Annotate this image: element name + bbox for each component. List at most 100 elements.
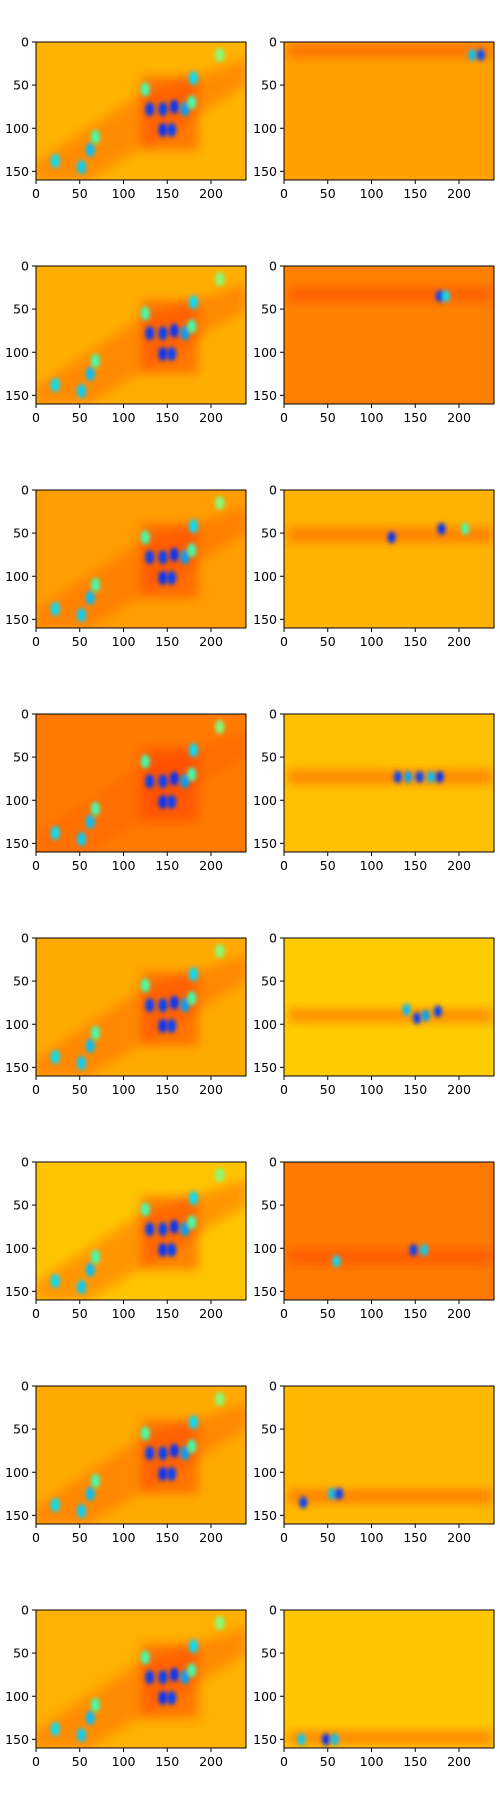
x-tick-label: 100 — [112, 1082, 136, 1097]
x-tick-label: 100 — [360, 410, 384, 425]
y-tick-label: 100 — [5, 1241, 29, 1256]
heatmap-hotspot — [50, 1050, 60, 1065]
x-tick-label: 100 — [360, 858, 384, 873]
x-tick-label: 150 — [403, 1082, 427, 1097]
x-tick-label: 200 — [199, 1530, 223, 1545]
heatmap-hotspot — [468, 48, 477, 61]
heatmap-hotspot — [413, 1012, 421, 1025]
y-tick-label: 100 — [253, 569, 277, 584]
x-tick-label: 200 — [199, 1754, 223, 1769]
x-tick-label: 100 — [360, 1530, 384, 1545]
panel-r6-c2: 0 50 100 150 200 0 50 100 150 — [253, 1155, 495, 1321]
heatmap-hotspot — [91, 1249, 100, 1264]
heatmap-hotspot — [330, 1733, 339, 1746]
x-tick-label: 50 — [72, 1530, 88, 1545]
y-tick-label: 50 — [261, 526, 277, 541]
heatmap-hotspot — [85, 142, 95, 157]
heatmap-hotspot — [189, 743, 198, 758]
heatmap-hotspot — [167, 1690, 177, 1705]
y-tick-label: 150 — [5, 836, 29, 851]
x-tick-label: 150 — [403, 1754, 427, 1769]
heatmap-hotspot — [215, 1391, 225, 1406]
x-tick-label: 100 — [360, 1306, 384, 1321]
heatmap-hotspot — [476, 48, 485, 61]
x-tick-label: 150 — [403, 634, 427, 649]
x-tick-label: 0 — [280, 634, 288, 649]
heatmap-hotspot — [158, 998, 168, 1013]
y-tick-label: 150 — [253, 1284, 277, 1299]
heatmap-hotspot — [189, 1191, 198, 1206]
heatmap-hotspot — [180, 1222, 190, 1237]
heatmap-hotspot — [91, 353, 100, 368]
axes-frame — [283, 1161, 495, 1301]
y-tick-label: 50 — [13, 526, 29, 541]
heatmap-hotspot — [215, 1615, 225, 1630]
heatmap-hotspot — [189, 1415, 198, 1430]
y-tick-label: 50 — [13, 1422, 29, 1437]
heatmap-hotspot — [335, 1487, 344, 1500]
x-tick-label: 150 — [155, 634, 179, 649]
heatmap-hotspot — [187, 319, 197, 334]
heatmap-hotspot — [434, 1005, 442, 1018]
heatmap-hotspot — [402, 1003, 411, 1016]
heatmap-hotspot — [77, 832, 86, 847]
heatmap-hotspot — [158, 1018, 168, 1033]
heatmap-hotspot — [187, 1215, 197, 1230]
heatmap-hotspot — [215, 943, 225, 958]
heatmap-hotspot — [85, 366, 95, 381]
x-tick-label: 100 — [360, 1754, 384, 1769]
heatmap-hotspot — [158, 346, 168, 361]
heatmap-hotspot — [145, 102, 155, 117]
heatmap-active-band — [288, 1730, 493, 1745]
heatmap-hotspot — [393, 770, 402, 783]
heatmap-hotspot — [140, 82, 150, 97]
heatmap-active-band — [288, 287, 493, 302]
heatmap-hotspot — [145, 1670, 155, 1685]
heatmap-hotspot — [140, 530, 150, 545]
y-tick-label: 150 — [5, 1732, 29, 1747]
x-tick-label: 0 — [32, 1082, 40, 1097]
panel-r8-c2: 0 50 100 150 200 0 50 100 150 — [253, 1603, 495, 1769]
axes-frame — [283, 265, 495, 405]
x-tick-label: 50 — [72, 410, 88, 425]
x-tick-label: 50 — [72, 1754, 88, 1769]
heatmap-hotspot — [158, 1446, 168, 1461]
heatmap-background — [284, 490, 494, 628]
heatmap-hotspot — [140, 306, 150, 321]
x-tick-label: 150 — [403, 1306, 427, 1321]
heatmap-hotspot — [85, 814, 95, 829]
x-tick-label: 50 — [72, 1306, 88, 1321]
heatmap-hotspot — [50, 826, 60, 841]
x-tick-label: 0 — [32, 634, 40, 649]
x-tick-label: 100 — [360, 634, 384, 649]
heatmap-hotspot — [50, 1722, 60, 1737]
heatmap-hotspot — [145, 326, 155, 341]
y-tick-label: 150 — [5, 1284, 29, 1299]
heatmap-hotspot — [180, 1670, 190, 1685]
y-tick-label: 50 — [13, 974, 29, 989]
x-tick-label: 200 — [447, 1530, 471, 1545]
x-tick-label: 200 — [447, 410, 471, 425]
x-tick-label: 150 — [403, 186, 427, 201]
heatmap-hotspot — [77, 384, 86, 399]
x-tick-label: 50 — [72, 186, 88, 201]
heatmap-hotspot — [215, 495, 225, 510]
y-tick-label: 100 — [253, 121, 277, 136]
heatmap-hotspot — [215, 1167, 225, 1182]
heatmap-hotspot — [169, 1219, 179, 1234]
y-tick-label: 50 — [13, 750, 29, 765]
y-tick-label: 0 — [269, 931, 277, 946]
x-tick-label: 0 — [280, 1306, 288, 1321]
heatmap-hotspot — [332, 1255, 341, 1268]
x-tick-label: 150 — [403, 1530, 427, 1545]
axes-frame — [283, 713, 495, 853]
x-tick-label: 0 — [280, 186, 288, 201]
heatmap-hotspot — [461, 522, 470, 535]
heatmap-hotspot — [140, 754, 150, 769]
y-tick-label: 150 — [5, 612, 29, 627]
x-tick-label: 200 — [447, 1306, 471, 1321]
panel-r2-c2: 0 50 100 150 200 0 50 100 150 — [253, 259, 495, 425]
x-tick-label: 100 — [360, 1082, 384, 1097]
y-tick-label: 150 — [253, 164, 277, 179]
x-tick-label: 200 — [447, 858, 471, 873]
